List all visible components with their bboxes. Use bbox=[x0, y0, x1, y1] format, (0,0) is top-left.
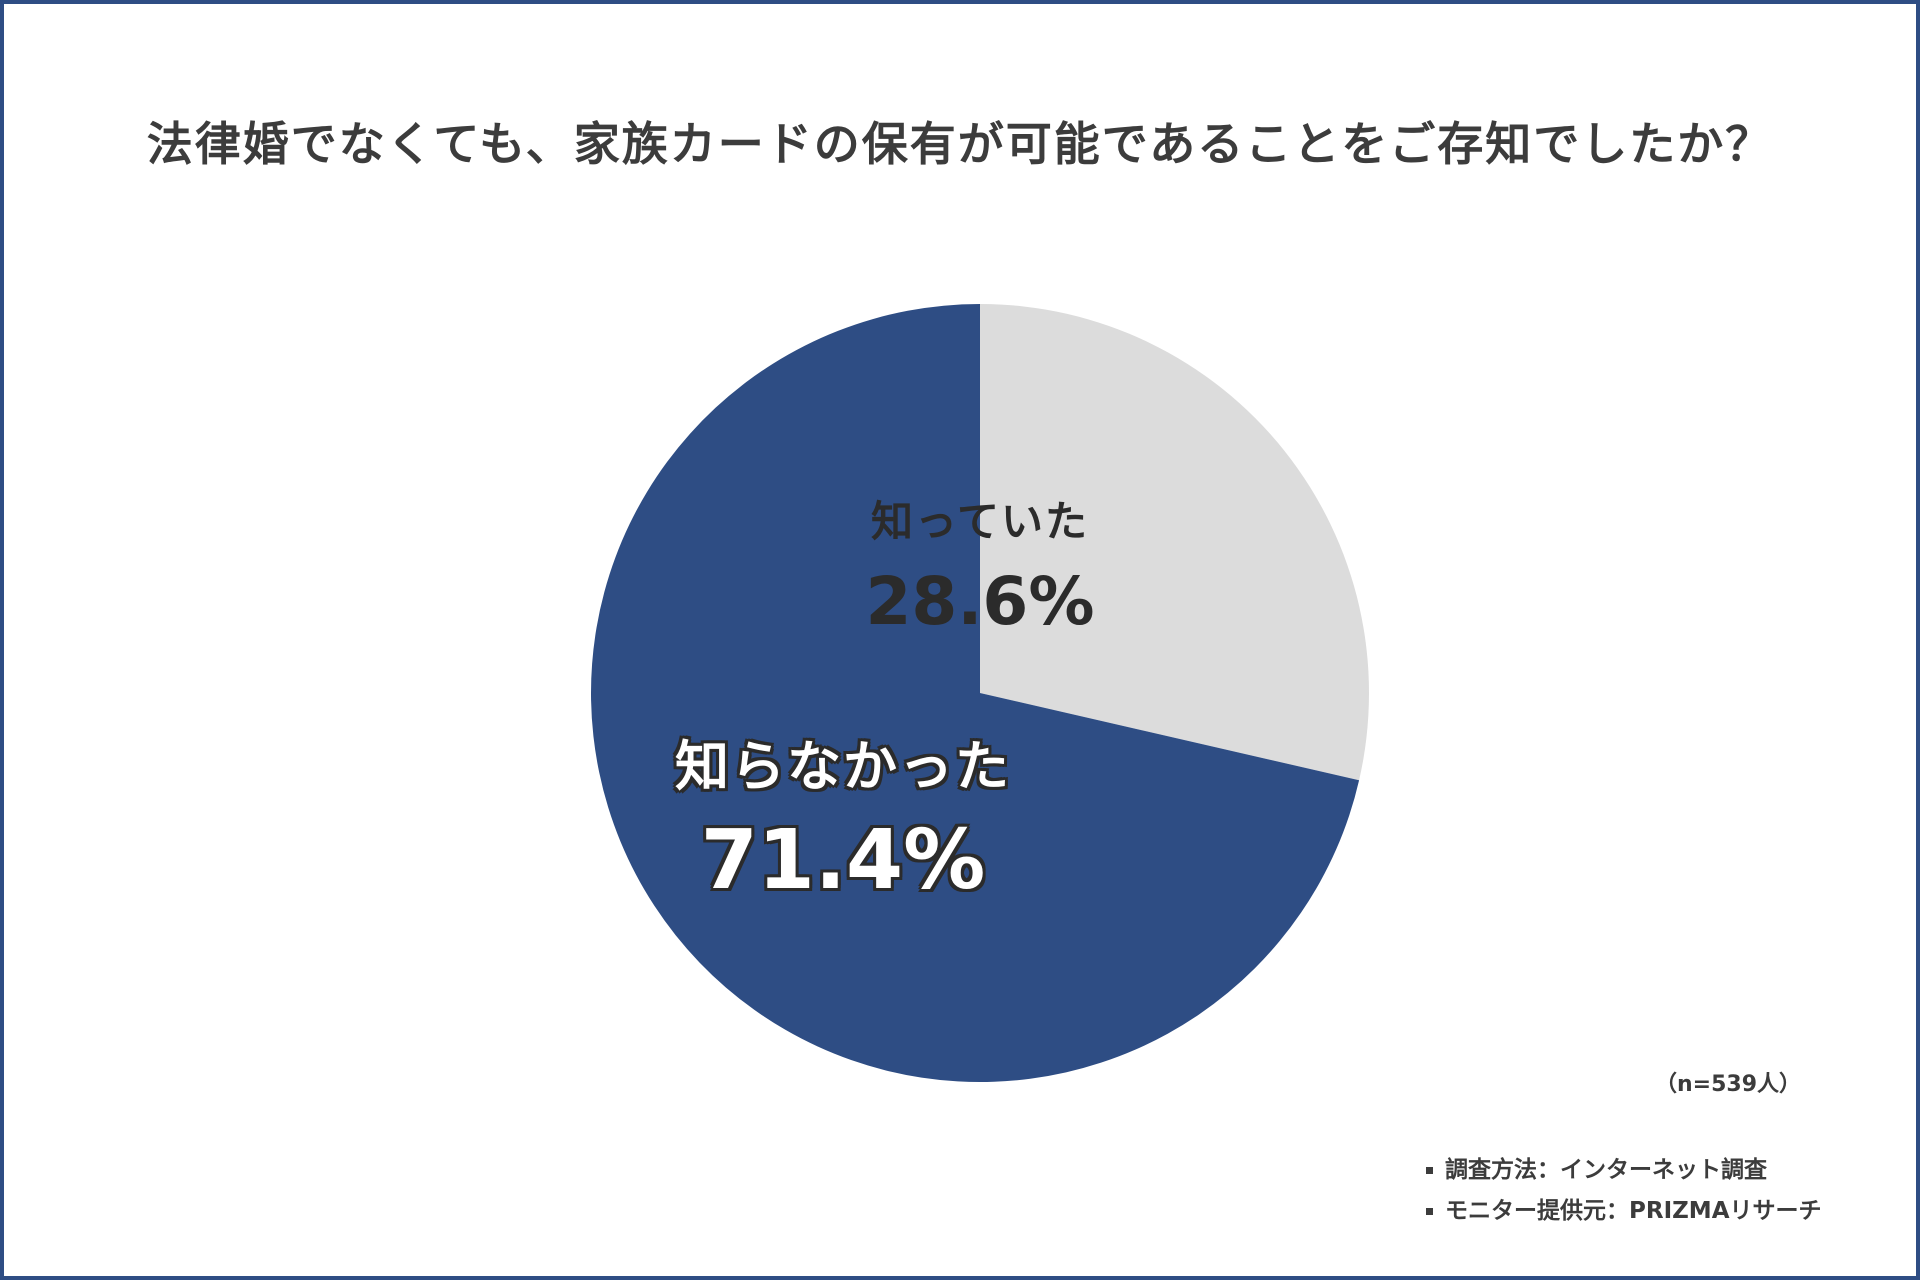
note-survey-method: 調査方法：インターネット調査 bbox=[1426, 1150, 1822, 1191]
bullet-icon bbox=[1426, 1208, 1433, 1215]
pie-slice-unknown bbox=[590, 304, 1360, 1082]
sample-size: （n=539人） bbox=[1655, 1072, 1802, 1097]
slice-label-known-name: 知っていた bbox=[871, 497, 1089, 546]
slice-label-known: 知っていた 28.6% bbox=[866, 488, 1095, 640]
slice-label-unknown: 知らなかった 71.4% bbox=[675, 722, 1011, 908]
slice-label-unknown-name: 知らなかった bbox=[675, 735, 1011, 798]
chart-title: 法律婚でなくても、家族カードの保有が可能であることをご存知でしたか？ bbox=[146, 117, 1774, 171]
note-monitor-provider-text: モニター提供元：PRIZMAリサーチ bbox=[1445, 1198, 1822, 1224]
note-survey-method-text: 調査方法：インターネット調査 bbox=[1445, 1157, 1767, 1183]
bullet-icon bbox=[1426, 1167, 1433, 1174]
note-monitor-provider: モニター提供元：PRIZMAリサーチ bbox=[1426, 1191, 1822, 1232]
slice-label-unknown-value: 71.4% bbox=[700, 813, 986, 908]
slice-label-known-value: 28.6% bbox=[865, 563, 1095, 640]
survey-notes: 調査方法：インターネット調査 モニター提供元：PRIZMAリサーチ bbox=[1426, 1150, 1822, 1232]
pie-slice-known bbox=[980, 304, 1369, 781]
